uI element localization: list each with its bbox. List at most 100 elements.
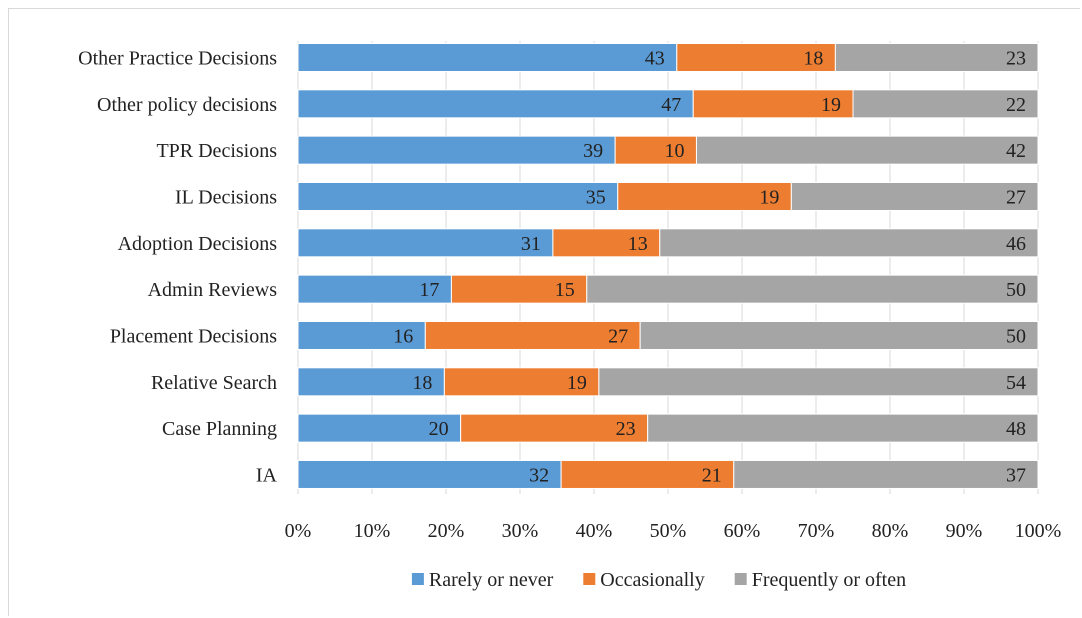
x-tick-label: 50% <box>650 520 687 542</box>
bar-segment <box>297 228 554 258</box>
category-label: Other policy decisions <box>97 94 277 116</box>
bar-row: 20 23 48 <box>297 413 1039 443</box>
x-tick-label: 0% <box>285 520 312 542</box>
bar-segment <box>695 135 1039 165</box>
bar-segment <box>586 274 1039 304</box>
bar-segment <box>443 367 600 397</box>
bar-segment <box>297 135 616 165</box>
x-tick-label: 80% <box>872 520 909 542</box>
bar-row: 35 19 27 <box>297 181 1039 211</box>
bar-segment <box>659 228 1039 258</box>
bar-segment <box>450 274 588 304</box>
bar-value-label: 27 <box>1006 186 1026 208</box>
bar-row: 39 10 42 <box>297 135 1039 165</box>
bar-segment <box>790 181 1039 211</box>
legend-label: Occasionally <box>600 569 704 591</box>
bars: 43 18 23 47 19 22 39 10 42 35 19 27 31 13 46 17 15 50 16 27… <box>297 43 1039 489</box>
category-labels: Other Practice Decisions Other policy dec… <box>78 48 277 487</box>
bar-row: 16 27 50 <box>297 320 1039 350</box>
bar-row: 32 21 37 <box>297 459 1039 489</box>
bar-segment <box>598 367 1039 397</box>
x-tick-label: 30% <box>502 520 539 542</box>
chart-frame: 43 18 23 47 19 22 39 10 42 35 19 27 31 13 46 17 15 50 16 27… <box>8 8 1080 616</box>
bar-segment <box>297 43 678 72</box>
category-label: Relative Search <box>151 372 277 394</box>
bar-value-label: 39 <box>583 140 603 162</box>
x-tick-label: 100% <box>1015 520 1062 542</box>
bar-segment <box>692 89 854 119</box>
bar-row: 17 15 50 <box>297 274 1039 304</box>
bar-segment <box>614 135 697 165</box>
x-tick-label: 20% <box>428 520 465 542</box>
bar-value-label: 27 <box>608 325 628 347</box>
legend-swatch <box>583 573 596 585</box>
bar-row: 43 18 23 <box>297 43 1039 72</box>
legend-label: Rarely or never <box>429 569 554 591</box>
bar-segment <box>297 89 694 119</box>
x-tick-label: 60% <box>724 520 761 542</box>
bar-value-label: 35 <box>586 186 606 208</box>
legend-item: Frequently or often <box>734 569 906 591</box>
bar-value-label: 50 <box>1006 279 1026 301</box>
bar-segment <box>424 320 641 350</box>
bar-value-label: 20 <box>429 418 449 440</box>
category-label: IL Decisions <box>175 186 277 208</box>
bar-segment <box>733 459 1039 489</box>
legend: Rarely or never Occasionally Frequently or… <box>411 569 906 591</box>
bar-value-label: 23 <box>1006 48 1026 70</box>
legend-swatch <box>411 573 424 585</box>
bar-segment <box>297 181 619 211</box>
bar-value-label: 13 <box>628 233 648 255</box>
bar-value-label: 46 <box>1006 233 1026 255</box>
bar-value-label: 32 <box>529 464 549 486</box>
bar-value-label: 31 <box>521 233 541 255</box>
bar-value-label: 43 <box>645 48 665 70</box>
x-tick-label: 90% <box>946 520 983 542</box>
bar-value-label: 42 <box>1006 140 1026 162</box>
bar-value-label: 48 <box>1006 418 1026 440</box>
legend-item: Occasionally <box>583 569 705 591</box>
bar-segment <box>676 43 836 72</box>
category-label: Admin Reviews <box>148 279 278 301</box>
category-label: Placement Decisions <box>110 325 277 347</box>
stacked-bar-chart: 43 18 23 47 19 22 39 10 42 35 19 27 31 13 46 17 15 50 16 27… <box>78 41 1062 591</box>
bar-value-label: 18 <box>803 48 823 70</box>
bar-row: 31 13 46 <box>297 228 1039 258</box>
bar-segment <box>647 413 1039 443</box>
bar-value-label: 23 <box>616 418 636 440</box>
x-tick-label: 40% <box>576 520 613 542</box>
bar-segment <box>834 43 1039 72</box>
bar-value-label: 17 <box>419 279 439 301</box>
bar-value-label: 19 <box>821 94 841 116</box>
bar-value-label: 19 <box>567 372 587 394</box>
bar-segment <box>552 228 661 258</box>
bar-value-label: 19 <box>759 186 779 208</box>
category-label: Adoption Decisions <box>118 233 278 255</box>
bar-value-label: 15 <box>555 279 575 301</box>
bar-segment <box>297 459 562 489</box>
bar-value-label: 50 <box>1006 325 1026 347</box>
x-tick-label: 10% <box>354 520 391 542</box>
bar-value-label: 47 <box>661 94 681 116</box>
category-label: IA <box>256 464 278 486</box>
bar-segment <box>852 89 1039 119</box>
bar-value-label: 16 <box>393 325 413 347</box>
bar-value-label: 10 <box>664 140 684 162</box>
category-label: TPR Decisions <box>156 140 277 162</box>
bar-value-label: 54 <box>1006 372 1026 394</box>
bar-value-label: 21 <box>702 464 722 486</box>
x-axis-tick-labels: 0% 10% 20% 30% 40% 50% 60% 70% 80% 90% 100% <box>285 520 1062 542</box>
legend-label: Frequently or often <box>752 569 906 591</box>
bar-value-label: 18 <box>412 372 432 394</box>
bar-value-label: 37 <box>1006 464 1026 486</box>
x-tick-label: 70% <box>798 520 835 542</box>
legend-item: Rarely or never <box>411 569 554 591</box>
legend-swatch <box>734 573 747 585</box>
bar-value-label: 22 <box>1006 94 1026 116</box>
bar-segment <box>639 320 1039 350</box>
category-label: Other Practice Decisions <box>78 48 277 70</box>
bar-segment <box>560 459 735 489</box>
bar-row: 18 19 54 <box>297 367 1039 397</box>
category-label: Case Planning <box>162 418 277 440</box>
bar-row: 47 19 22 <box>297 89 1039 119</box>
